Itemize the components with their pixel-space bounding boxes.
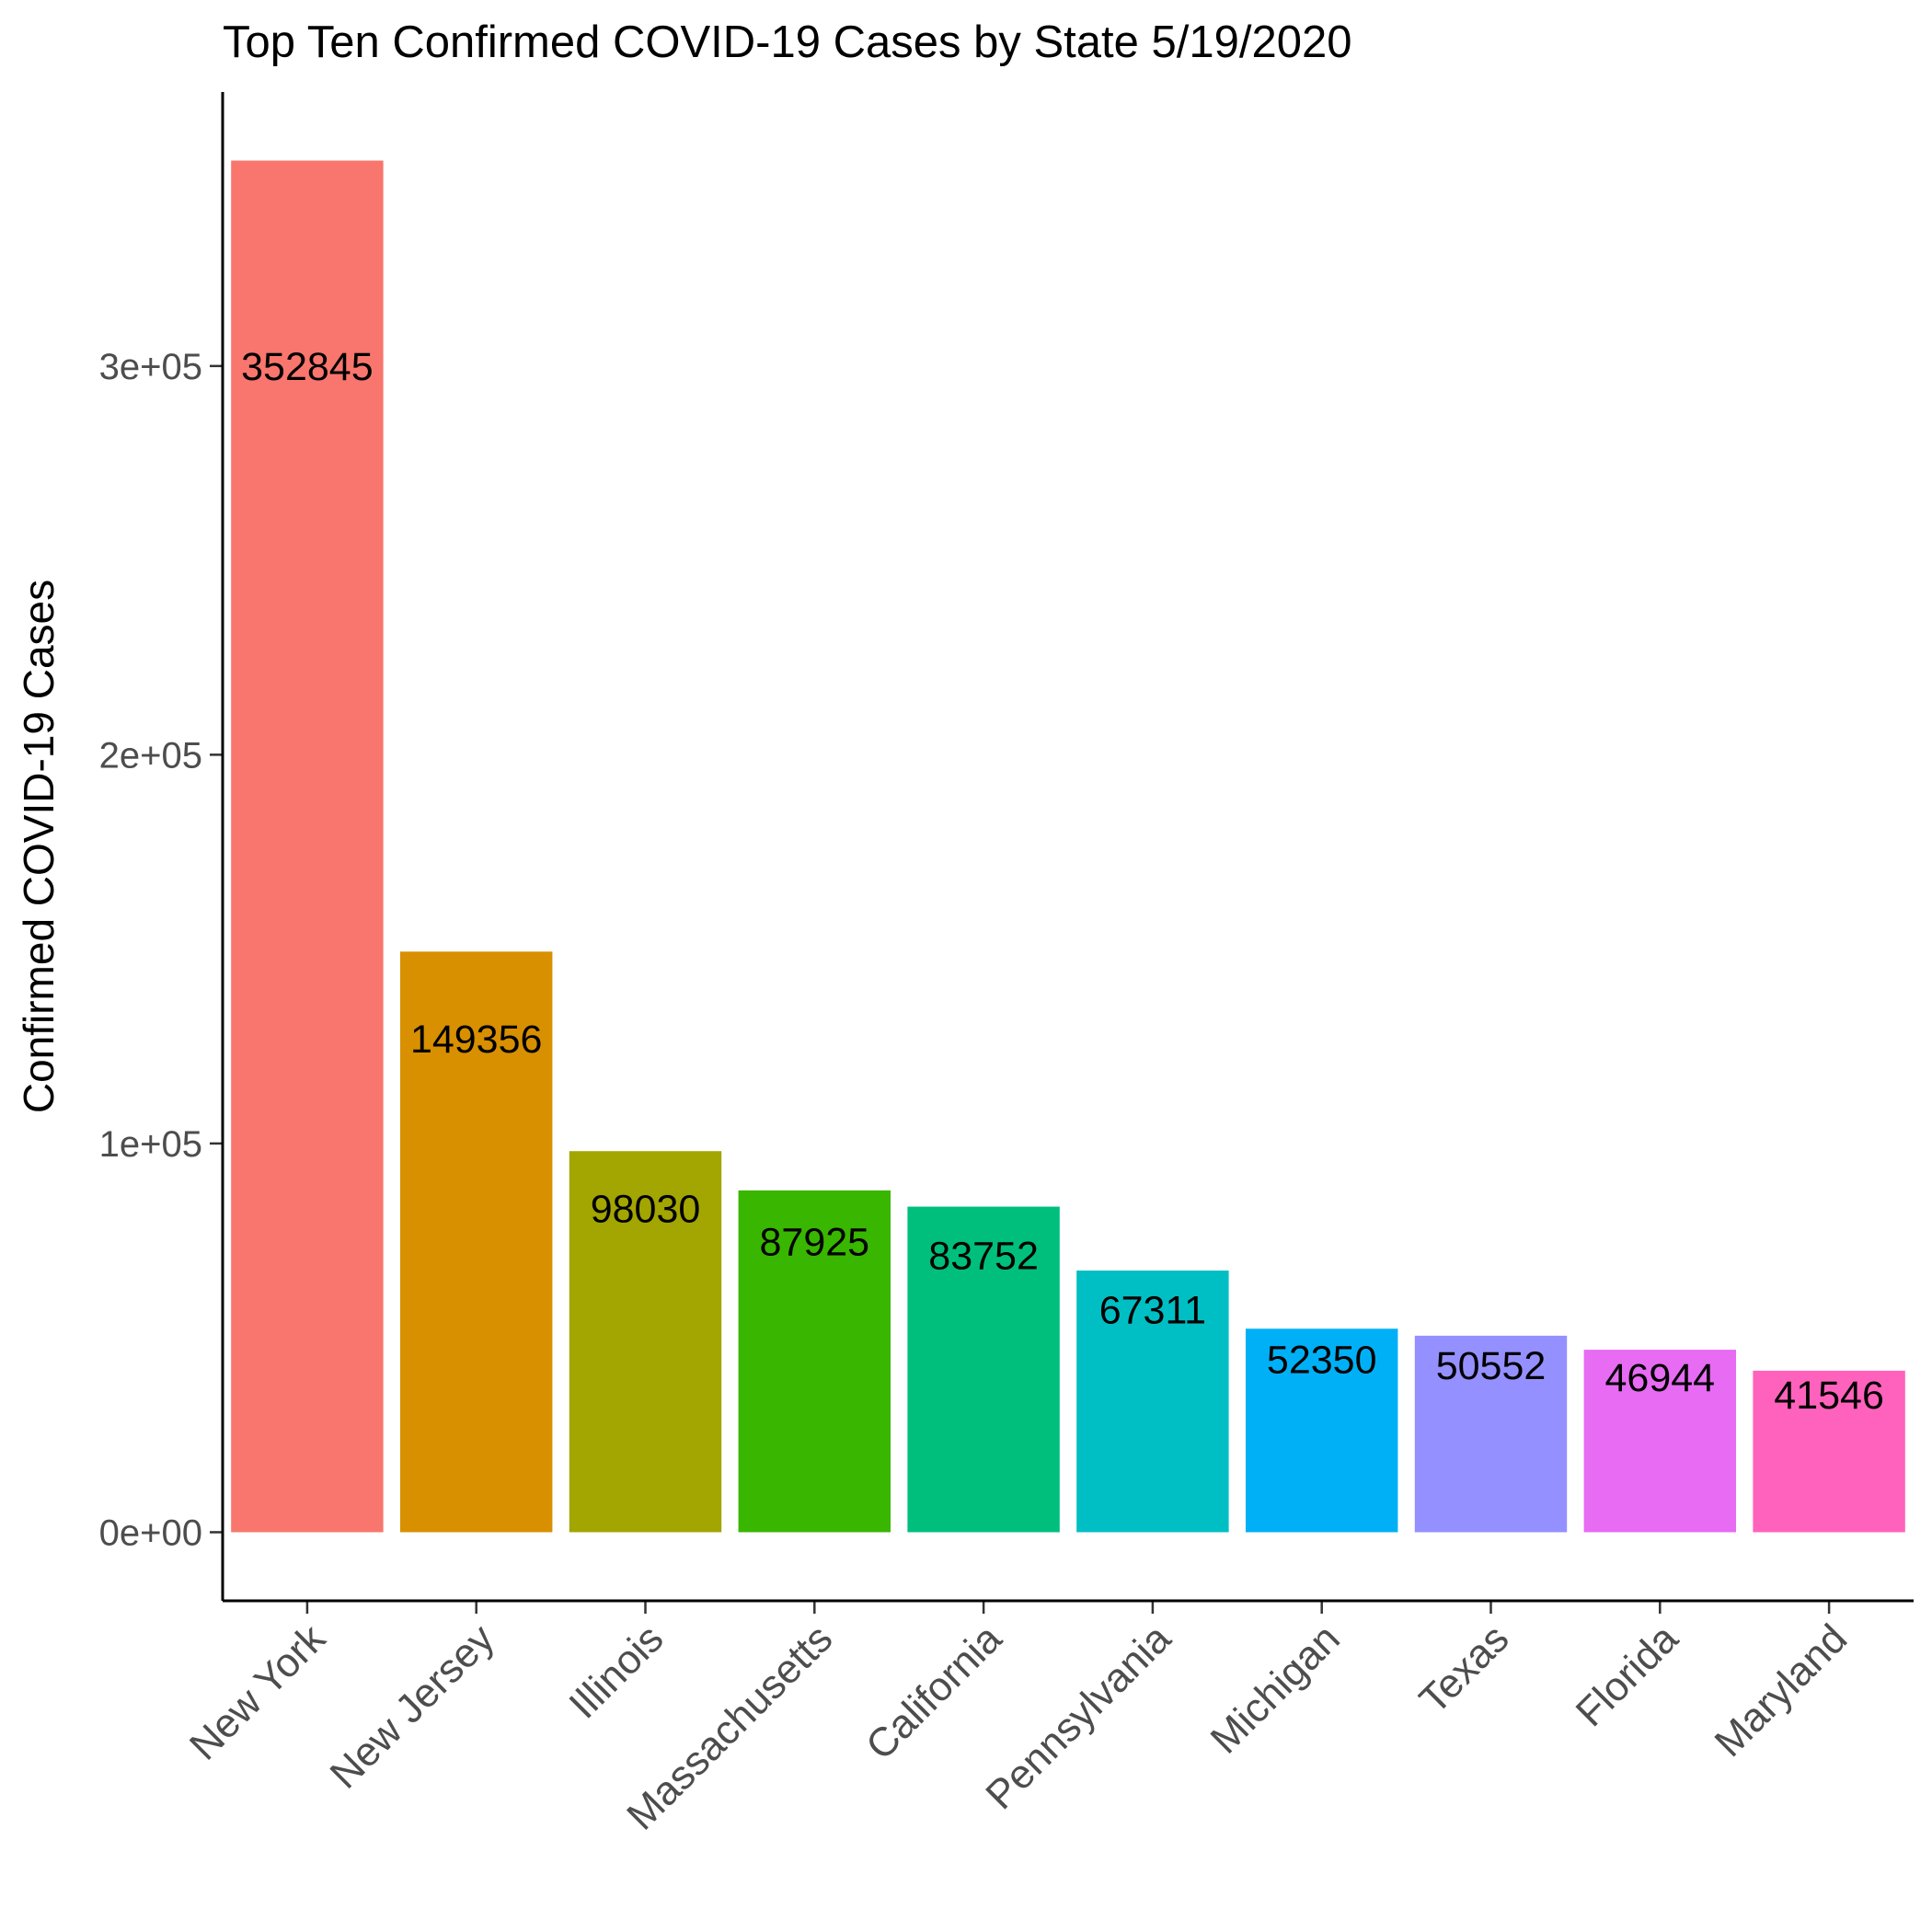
y-tick-label: 3e+05	[99, 347, 202, 387]
bar	[1583, 1350, 1737, 1533]
bar	[399, 951, 553, 1533]
chart-title: Top Ten Confirmed COVID-19 Cases by Stat…	[223, 17, 1352, 67]
data-label: 352845	[241, 345, 374, 389]
data-labels-group: 352845 149356 98030 87925 83752 67311 52350 505…	[241, 345, 1884, 1418]
x-tick-label: New York	[181, 1616, 335, 1769]
bar	[1076, 1271, 1229, 1533]
data-label: 98030	[591, 1187, 701, 1231]
data-label: 52350	[1267, 1338, 1377, 1382]
x-tick-label: Florida	[1568, 1616, 1687, 1735]
x-tick-label: New Jersey	[322, 1616, 503, 1797]
data-label: 41546	[1774, 1374, 1884, 1418]
bar	[1753, 1370, 1905, 1533]
bars-group	[231, 160, 1905, 1533]
y-tick-label: 1e+05	[99, 1124, 202, 1165]
y-axis: 0e+00 1e+05 2e+05 3e+05	[99, 92, 224, 1601]
bar	[569, 1151, 722, 1533]
data-label: 83752	[928, 1235, 1039, 1279]
x-tick-label: Texas	[1411, 1616, 1518, 1722]
bar	[231, 160, 384, 1533]
x-tick-label: Michigan	[1202, 1616, 1349, 1762]
x-tick-label: California	[857, 1616, 1010, 1768]
bar	[907, 1206, 1060, 1533]
y-tick-label: 2e+05	[99, 735, 202, 776]
bar	[1414, 1335, 1568, 1533]
x-tick-label: Maryland	[1707, 1616, 1857, 1765]
data-label: 46944	[1605, 1356, 1716, 1400]
data-label: 149356	[410, 1018, 543, 1062]
bar	[738, 1190, 891, 1533]
data-label: 87925	[760, 1221, 870, 1265]
y-tick-label: 0e+00	[99, 1512, 202, 1553]
data-label: 67311	[1099, 1289, 1206, 1333]
bar	[1245, 1328, 1398, 1533]
y-axis-label: Confirmed COVID-19 Cases	[15, 580, 63, 1113]
data-label: 50552	[1436, 1344, 1547, 1388]
x-tick-label: Illinois	[560, 1616, 672, 1727]
